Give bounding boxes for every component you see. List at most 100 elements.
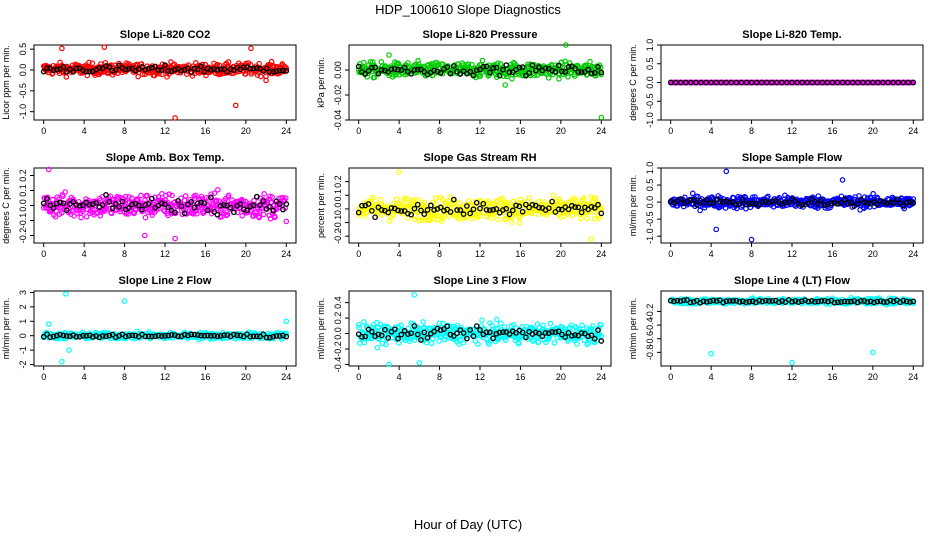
data-point: [63, 74, 70, 80]
data-point: [355, 322, 362, 328]
data-point: [371, 74, 378, 81]
hourly-point: [382, 326, 388, 333]
y-tick-label: -0.1: [333, 215, 343, 231]
x-tick-label: 16: [200, 249, 210, 259]
hourly-point: [411, 67, 418, 73]
data-point: [476, 212, 483, 219]
hourly-point: [408, 330, 415, 337]
panel-title: Slope Line 3 Flow: [434, 275, 527, 287]
hourly-point: [270, 207, 277, 214]
data-point: [237, 206, 244, 212]
hourly-point: [753, 79, 760, 86]
data-point: [556, 196, 563, 202]
hourly-point: [529, 201, 536, 208]
data-point: [282, 195, 289, 201]
y-tick-label: -0.6: [645, 331, 655, 347]
x-tick-label: 16: [200, 372, 210, 382]
hourly-point: [809, 79, 816, 86]
hourly-point: [585, 66, 592, 73]
hourly-point: [578, 209, 585, 216]
hourly-point: [194, 200, 201, 207]
hourly-point: [591, 335, 598, 342]
hourly-point: [50, 205, 57, 211]
hourly-point: [112, 66, 119, 73]
hourly-point: [713, 298, 720, 304]
hourly-point: [542, 330, 549, 336]
panel-title: Slope Amb. Box Temp.: [106, 152, 225, 164]
panel-title: Slope Gas Stream RH: [423, 152, 536, 164]
hourly-point: [126, 65, 132, 72]
hourly-point: [362, 71, 369, 77]
hourly-point: [871, 299, 877, 306]
hourly-point: [450, 333, 457, 339]
data-point: [550, 192, 557, 199]
hourly-point: [106, 332, 113, 339]
hourly-point: [198, 332, 204, 339]
hourly-point: [854, 79, 861, 86]
hourly-point: [568, 332, 575, 339]
hourly-point: [506, 211, 513, 218]
data-point-outlier: [141, 232, 148, 239]
hourly-point: [355, 331, 362, 338]
data-point: [239, 213, 245, 219]
hourly-point: [50, 67, 57, 74]
x-tick-label: 8: [122, 249, 127, 259]
hourly-point: [864, 299, 871, 305]
hourly-point: [523, 334, 529, 341]
data-point-outlier: [713, 226, 719, 233]
data-point-outlier: [121, 298, 128, 304]
hourly-point: [198, 199, 204, 206]
x-tick-label: 12: [160, 372, 170, 382]
hourly-point: [598, 69, 605, 76]
hourly-point: [359, 202, 365, 209]
hourly-point: [237, 332, 244, 339]
hourly-point: [854, 200, 861, 207]
hourly-point: [401, 328, 408, 334]
data-point: [198, 193, 205, 200]
hourly-point: [270, 69, 277, 75]
hourly-point: [421, 68, 428, 75]
hourly-point: [53, 332, 60, 339]
hourly-point: [910, 79, 917, 86]
hourly-point: [263, 65, 270, 72]
data-point: [547, 320, 554, 327]
y-tick-label: 3: [18, 290, 28, 295]
hourly-point: [559, 68, 565, 75]
hourly-point: [86, 201, 93, 208]
hourly-point: [687, 299, 694, 306]
data-point: [448, 323, 454, 330]
hourly-point: [588, 70, 595, 77]
hourly-point: [773, 79, 780, 86]
hourly-point: [671, 298, 677, 305]
data-point: [440, 320, 446, 327]
hourly-point: [519, 64, 526, 70]
hourly-point: [536, 204, 542, 211]
hourly-point: [516, 64, 523, 71]
data-point-outlier: [870, 349, 876, 356]
hourly-point: [240, 64, 247, 71]
hourly-point: [283, 333, 290, 340]
data-point: [441, 213, 447, 219]
hourly-point: [129, 332, 136, 339]
panel-title: Slope Line 2 Flow: [119, 275, 212, 287]
hourly-point: [388, 205, 395, 211]
hourly-point: [667, 198, 674, 205]
y-tick-label: 0.2: [333, 175, 343, 188]
hourly-point: [273, 68, 280, 75]
hourly-point: [103, 192, 109, 198]
data-point: [142, 214, 149, 221]
data-point: [569, 212, 576, 219]
hourly-point: [595, 64, 601, 70]
y-tick-label: -1.0: [18, 104, 28, 120]
data-point: [405, 60, 411, 66]
hourly-point: [93, 200, 100, 206]
hourly-point: [910, 298, 917, 305]
hourly-point: [53, 200, 60, 207]
hourly-point: [598, 338, 605, 344]
hourly-point: [766, 199, 772, 206]
hourly-point: [158, 200, 165, 207]
data-point: [530, 338, 536, 344]
hourly-point: [234, 332, 240, 339]
x-tick-label: 4: [397, 372, 402, 382]
data-point: [540, 322, 546, 329]
